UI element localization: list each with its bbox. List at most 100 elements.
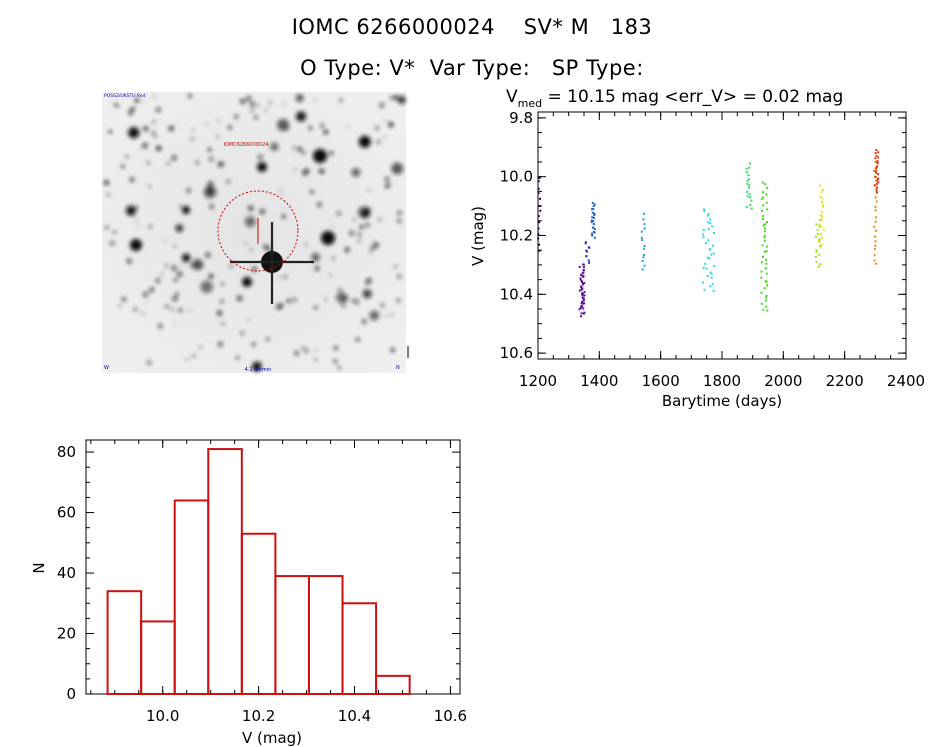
light-curve-point	[748, 162, 751, 165]
finder-star	[109, 240, 115, 246]
finder-star	[292, 297, 297, 302]
finder-star	[311, 252, 320, 262]
finder-star	[164, 264, 168, 268]
finder-star	[168, 125, 174, 132]
light-curve-point	[817, 232, 819, 235]
light-curve-point	[876, 162, 879, 165]
light-curve-point	[874, 240, 877, 243]
finder-star	[277, 118, 290, 131]
light-curve-point	[748, 184, 751, 187]
light-curve-point	[582, 275, 585, 278]
light-curve-point	[539, 209, 542, 212]
finder-star	[240, 331, 244, 335]
light-curve-point	[746, 195, 749, 198]
light-curve-point	[593, 214, 596, 216]
light-curve-point	[712, 244, 715, 247]
light-curve-point	[762, 308, 765, 311]
finder-star	[153, 95, 156, 98]
finder-star	[351, 168, 361, 177]
light-curve-point	[821, 216, 824, 219]
finder-star	[122, 297, 126, 302]
light-curve-point	[591, 232, 593, 235]
finder-star	[207, 181, 213, 187]
light-curve-point	[765, 296, 768, 299]
finder-star	[259, 209, 265, 214]
light-curve-point	[712, 252, 715, 255]
finder-star	[152, 120, 156, 124]
finder-star	[143, 291, 149, 297]
light-curve-point	[874, 167, 877, 170]
light-curve-point	[762, 215, 765, 217]
histogram-bar	[375, 674, 411, 695]
light-curve-point	[713, 232, 715, 234]
finder-star	[329, 151, 334, 156]
light-curve-point	[582, 269, 585, 272]
finder-star	[390, 313, 394, 316]
finder-star	[337, 366, 341, 370]
light-curve-point	[876, 186, 878, 189]
finder-star	[383, 136, 386, 139]
finder-star	[228, 125, 232, 130]
finder-star	[314, 266, 320, 271]
light-curve-ytick-label: 10.0	[500, 168, 533, 186]
light-curve-point	[702, 229, 705, 232]
light-curve-point	[745, 205, 748, 208]
finder-star	[397, 211, 402, 215]
light-curve-point	[582, 266, 585, 269]
light-curve-point	[582, 263, 585, 266]
light-curve-point	[591, 211, 594, 214]
light-curve-point	[538, 249, 541, 252]
light-curve-point	[581, 287, 584, 290]
light-curve-point	[580, 285, 583, 288]
light-curve-point	[642, 256, 645, 259]
finder-star	[125, 205, 137, 216]
light-curve-point	[818, 223, 821, 226]
finder-star	[151, 130, 156, 135]
finder-star	[318, 169, 323, 173]
light-curve-point	[583, 302, 586, 305]
light-curve-point	[762, 204, 765, 207]
light-curve-point	[640, 230, 643, 233]
light-curve-point	[702, 266, 705, 269]
finder-star	[128, 126, 140, 139]
light-curve-point	[814, 256, 817, 258]
light-curve-point	[762, 196, 765, 199]
finder-star	[254, 115, 258, 120]
light-curve-point	[709, 285, 712, 288]
light-curve-point	[820, 218, 823, 221]
light-curve-point	[874, 184, 876, 187]
light-curve-point	[706, 275, 709, 277]
finder-star	[226, 180, 230, 184]
finder-star	[182, 253, 191, 263]
finder-star	[156, 145, 162, 151]
light-curve-point	[874, 152, 877, 155]
light-curve-point	[706, 256, 709, 259]
finder-star	[292, 146, 296, 149]
finder-star	[128, 109, 134, 115]
finder-star	[220, 300, 224, 304]
finder-star	[250, 102, 255, 107]
light-curve-point	[592, 223, 595, 226]
histogram-xtick-label: 10.4	[338, 707, 371, 725]
light-curve-point	[580, 280, 583, 282]
light-curve-plot: Vmed = 10.15 mag <err_V> = 0.02 mag 1200…	[469, 87, 925, 410]
finder-star	[171, 308, 174, 311]
light-curve-point	[874, 161, 877, 163]
light-curve-point	[876, 182, 878, 185]
light-curve-ytick-label: 10.2	[500, 227, 533, 245]
finder-star	[121, 164, 125, 169]
finder-star	[165, 304, 169, 309]
light-curve-point	[760, 302, 763, 305]
light-curve-point	[765, 294, 768, 297]
finder-star	[385, 314, 387, 317]
light-curve-point	[538, 176, 541, 179]
finder-target-label: IOMC6266000024	[223, 142, 268, 148]
light-curve-point	[702, 281, 704, 284]
finder-star	[309, 189, 315, 194]
light-curve-point	[820, 243, 823, 246]
light-curve-point	[818, 240, 821, 243]
histogram-xtick-label: 10.6	[434, 707, 467, 725]
finder-north-label: N	[396, 365, 400, 371]
light-curve-point	[873, 254, 876, 257]
finder-star	[257, 154, 263, 160]
